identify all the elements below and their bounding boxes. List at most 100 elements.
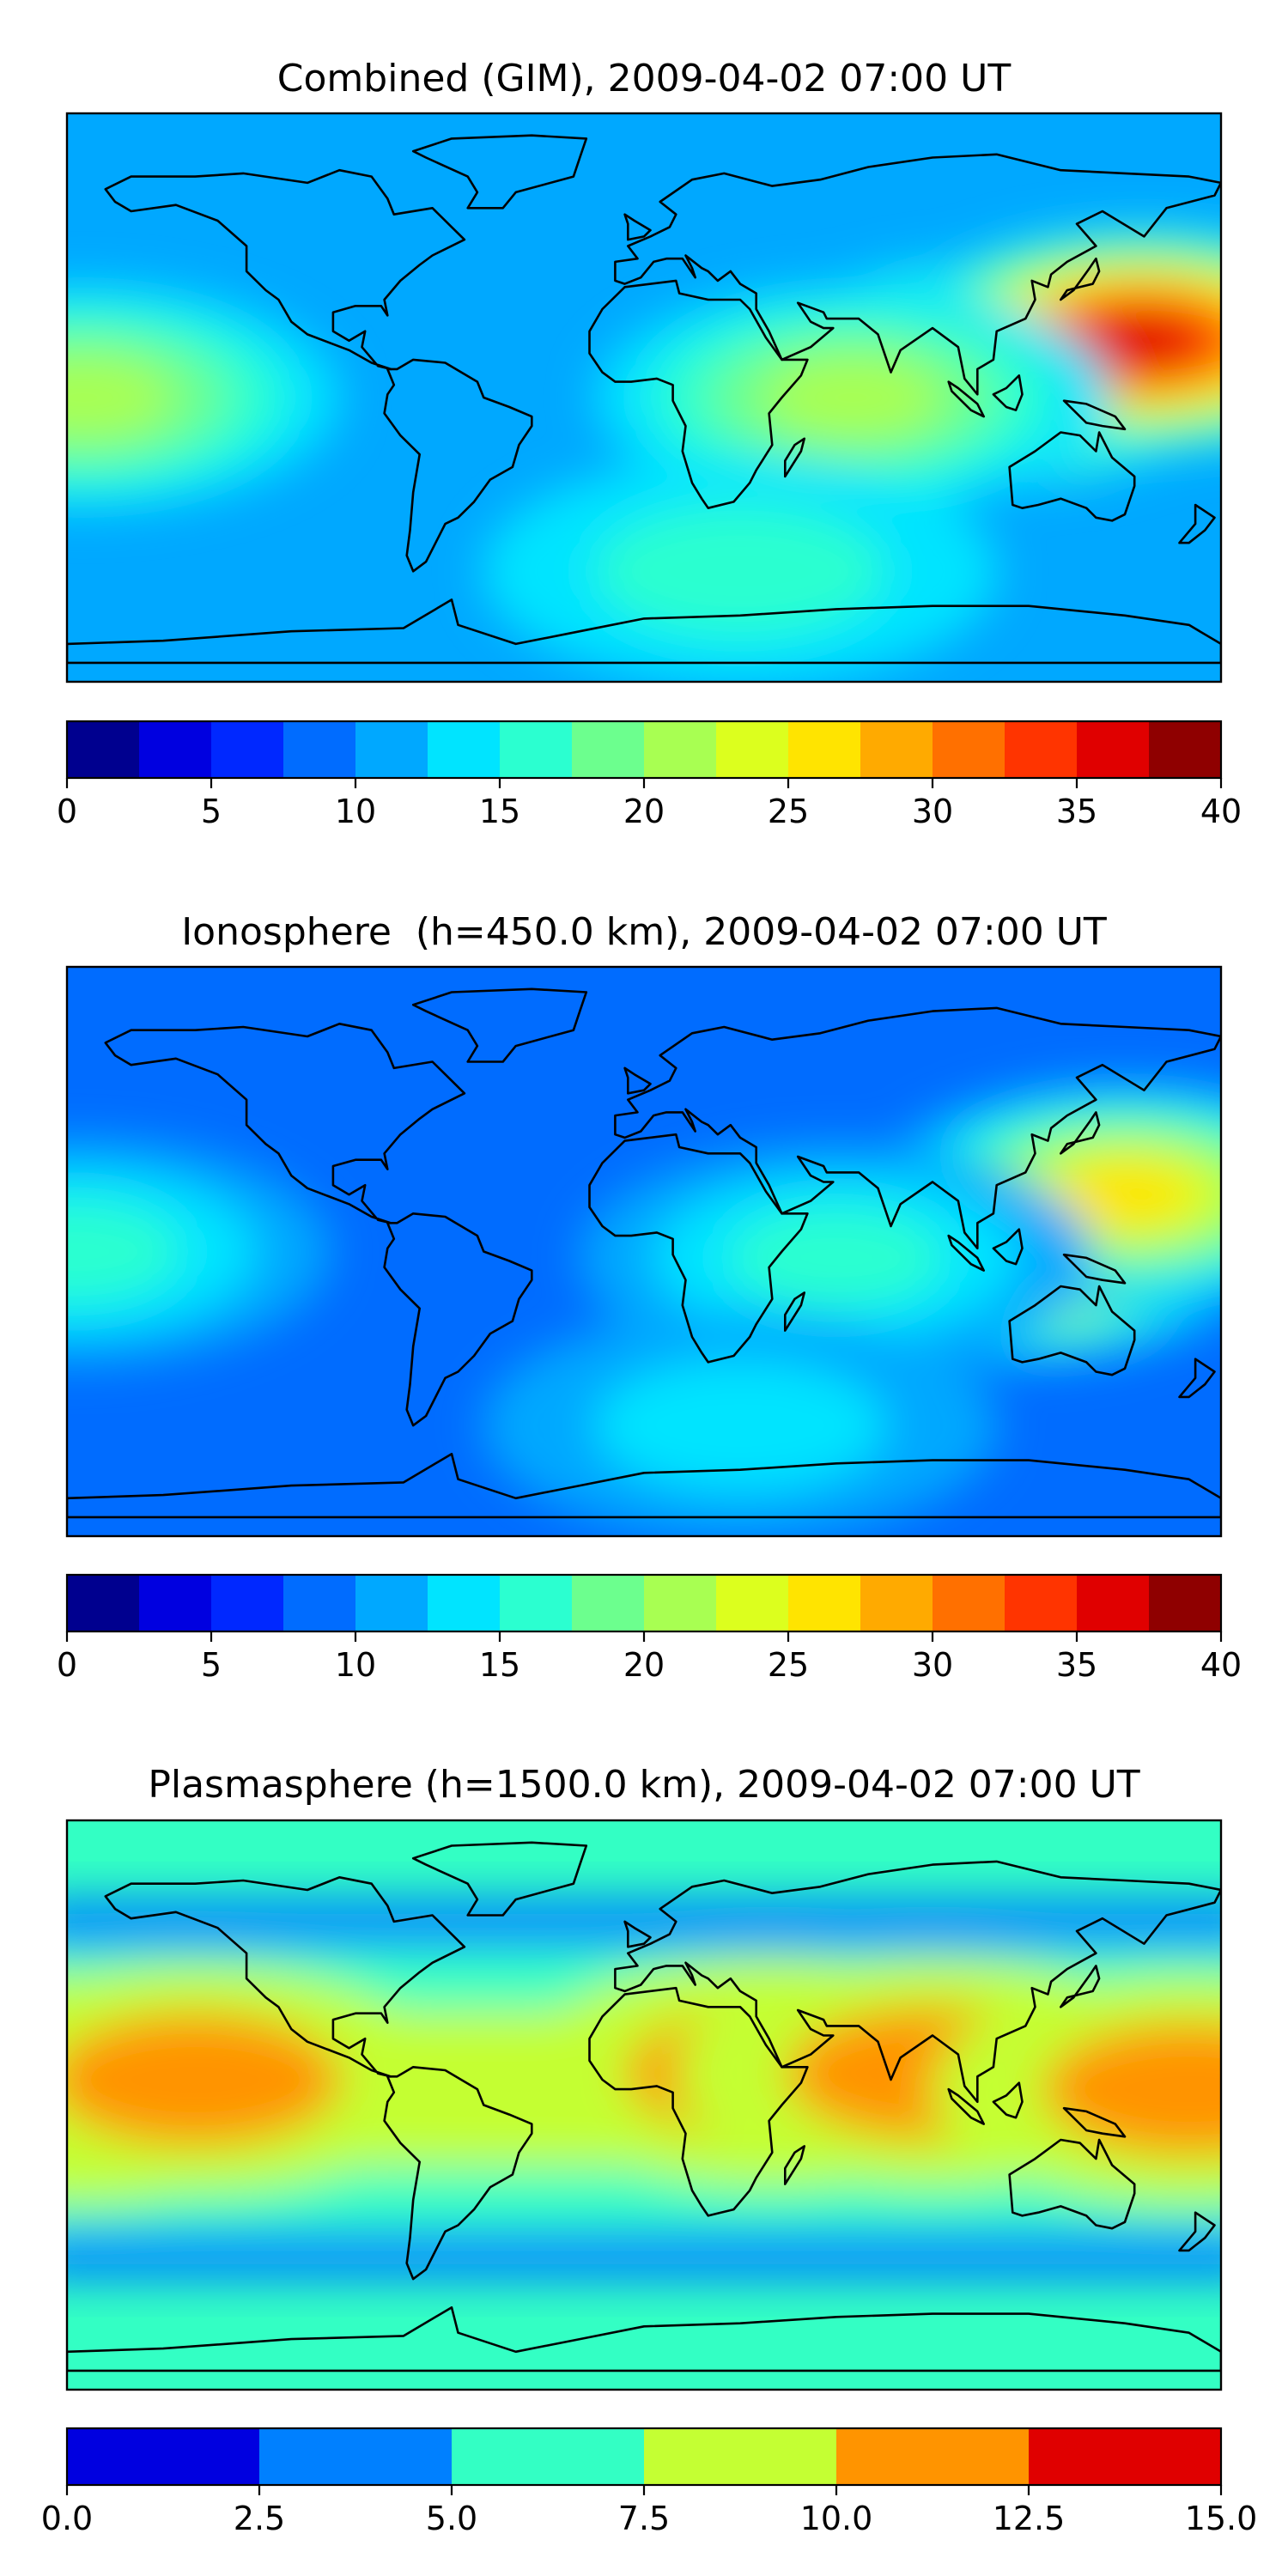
colorbar-swatch (67, 1575, 140, 1631)
colorbar-swatch (211, 1575, 284, 1631)
colorbar-swatch (1029, 2428, 1222, 2485)
colorbar-swatch (428, 721, 501, 778)
coastline-new-zealand (1178, 503, 1216, 544)
colorbar-swatch (1005, 1575, 1078, 1631)
colorbar-swatch (644, 1575, 717, 1631)
colorbar-swatch (933, 1575, 1005, 1631)
coastline-british-isles (623, 213, 652, 241)
coastline-british-isles (623, 1066, 652, 1095)
colorbar-tick-label: 0.0 (41, 2500, 93, 2537)
colorbar-swatch (139, 721, 212, 778)
colorbar-tick-label: 30 (912, 793, 953, 830)
coastline-sumatra (947, 1234, 985, 1272)
colorbar-tick-label: 25 (768, 793, 809, 830)
colorbar-swatch (355, 1575, 428, 1631)
colorbar-swatch (355, 721, 428, 778)
coastline-new-zealand (1178, 2211, 1216, 2252)
colorbar-swatch (572, 1575, 645, 1631)
colorbar-swatch (933, 721, 1005, 778)
map-field (67, 227, 1221, 682)
colorbar-swatch (788, 1575, 861, 1631)
map-frame (65, 965, 1223, 1538)
coastline-madagascar (784, 437, 805, 478)
coastline-south-america (383, 358, 533, 573)
colorbar-tick-label: 20 (623, 793, 665, 830)
colorbar-swatch (1077, 721, 1150, 778)
map-panel-2 (67, 1820, 1221, 2390)
contour-west-pacific-patch (1042, 2023, 1221, 2156)
colorbar-tick-label: 15 (479, 1646, 520, 1684)
colorbar-swatch (716, 1575, 789, 1631)
colorbar-swatch (259, 2428, 453, 2485)
colorbar-tick-label: 0 (57, 793, 77, 830)
coastline-new-zealand (1178, 1358, 1216, 1399)
colorbar-swatch (860, 721, 933, 778)
coastline-british-isles (623, 1920, 652, 1948)
colorbar-swatch (283, 721, 356, 778)
map-frame (65, 112, 1223, 683)
colorbar-tick-label: 5 (201, 1646, 222, 1684)
contour-indian-ocean-band (727, 1207, 945, 1309)
colorbar-tick-label: 7.5 (618, 2500, 670, 2537)
colorbar-tick-label: 5 (201, 793, 222, 830)
coastline-madagascar (784, 2145, 805, 2185)
map-panel-0 (67, 113, 1221, 682)
colorbar-swatch (572, 721, 645, 778)
colorbar-swatch (788, 721, 861, 778)
coastline-japan (1060, 1965, 1101, 2008)
colorbar-swatch (836, 2428, 1030, 2485)
coastline-south-america (383, 1212, 533, 1427)
colorbar-tick-label: 40 (1200, 793, 1242, 830)
coastline-australia (1008, 2138, 1136, 2230)
contour-south-atlantic-patch (594, 505, 886, 638)
colorbar-tick-label: 0 (57, 1646, 77, 1684)
coastline-antarctica (67, 2306, 1221, 2372)
coastline-south-america (383, 2066, 533, 2281)
colorbar-tick-label: 25 (768, 1646, 809, 1684)
coastline-borneo (992, 2081, 1024, 2119)
coastline-eurasia (614, 153, 1221, 396)
coastline-sumatra (947, 2087, 985, 2125)
coastline-africa (588, 279, 809, 509)
coastline-new-guinea (1062, 2106, 1127, 2138)
colorbar-tick-label: 10 (335, 793, 376, 830)
map-panel-1 (67, 967, 1221, 1536)
colorbar-swatch (1077, 1575, 1150, 1631)
colorbar-swatch (211, 721, 284, 778)
colorbar-tick-label: 40 (1200, 1646, 1242, 1684)
colorbar-tick-label: 35 (1056, 1646, 1097, 1684)
coastline-borneo (992, 1228, 1024, 1266)
colorbar-swatch (428, 1575, 501, 1631)
panel-title-ionosphere: Ionosphere (h=450.0 km), 2009-04-02 07:0… (181, 910, 1107, 954)
colorbar-0: 0 5 10 15 20 25 30 35 40 (57, 720, 1242, 830)
colorbar-swatch (139, 1575, 212, 1631)
colorbar-swatch (500, 1575, 573, 1631)
contour-east-pacific-band (67, 1200, 183, 1303)
colorbar-tick-label: 10.0 (800, 2500, 873, 2537)
panel-title-combined: Combined (GIM), 2009-04-02 07:00 UT (276, 57, 1012, 100)
coastline-australia (1008, 1285, 1136, 1376)
colorbar-swatch (67, 721, 140, 778)
panel-title-plasmasphere: Plasmasphere (h=1500.0 km), 2009-04-02 0… (148, 1763, 1140, 1807)
map-frame (65, 1819, 1223, 2391)
coastline-north-america (104, 1876, 466, 2078)
coastline-eurasia (614, 1860, 1221, 2104)
colorbar-tick-label: 10 (335, 1646, 376, 1684)
colorbar-tick-label: 5.0 (426, 2500, 477, 2537)
coastline-africa (588, 1133, 809, 1364)
colorbar-swatch (67, 2428, 260, 2485)
colorbar-1: 0 5 10 15 20 25 30 35 40 (57, 1573, 1242, 1684)
colorbar-swatch (452, 2428, 645, 2485)
colorbar-swatch (644, 2428, 837, 2485)
colorbar-swatch (860, 1575, 933, 1631)
contour-east-pacific-band (67, 355, 173, 440)
colorbar-tick-label: 20 (623, 1646, 665, 1684)
colorbar-tick-label: 12.5 (993, 2500, 1066, 2537)
contour-pacific-crest (1084, 312, 1198, 369)
coastline-greenland (411, 134, 588, 210)
coastline-north-america (104, 1023, 466, 1224)
colorbar-swatch (644, 721, 717, 778)
coastline-madagascar (784, 1291, 805, 1332)
contour-pacific-crest (1058, 1162, 1192, 1227)
